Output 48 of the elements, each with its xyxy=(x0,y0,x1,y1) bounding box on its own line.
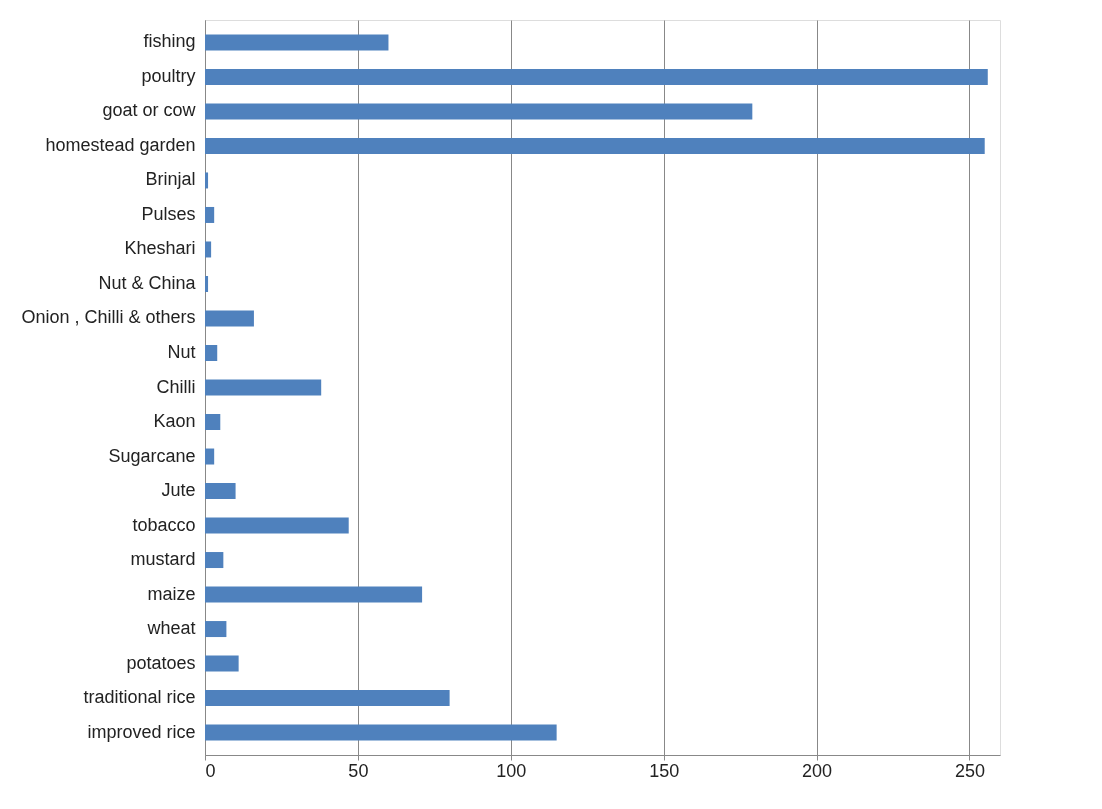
y-tick-label: Nut xyxy=(167,341,196,362)
bar xyxy=(205,275,209,292)
y-tick-label: poultry xyxy=(141,65,196,86)
y-tick-label: wheat xyxy=(146,618,196,639)
x-tick-label: 250 xyxy=(954,760,985,781)
bar xyxy=(205,103,753,120)
bar xyxy=(205,206,215,223)
y-tick-label: traditional rice xyxy=(83,687,196,708)
y-tick-label: tobacco xyxy=(132,514,196,535)
bar xyxy=(205,724,557,741)
bar xyxy=(205,552,224,569)
y-tick-label: potatoes xyxy=(126,652,196,673)
y-tick-label: Kheshari xyxy=(124,238,196,259)
bar xyxy=(205,586,423,603)
bar xyxy=(205,379,322,396)
bar xyxy=(205,241,212,258)
bar xyxy=(205,414,221,431)
y-tick-label: Chilli xyxy=(156,376,196,397)
x-tick-label: 0 xyxy=(205,760,216,781)
x-tick-label: 200 xyxy=(802,760,833,781)
y-tick-label: Jute xyxy=(161,480,196,501)
y-tick-label: Nut & China xyxy=(98,272,197,293)
y-tick-label: maize xyxy=(147,583,196,604)
y-tick-label: mustard xyxy=(130,549,196,570)
y-tick-label: Sugarcane xyxy=(108,445,196,466)
x-tick-label: 150 xyxy=(649,760,680,781)
bar xyxy=(205,448,215,465)
bar xyxy=(205,310,254,327)
bar xyxy=(205,68,988,85)
y-tick-label: Kaon xyxy=(153,411,196,432)
y-tick-label: Pulses xyxy=(141,203,196,224)
bar xyxy=(205,483,236,500)
y-tick-label: Brinjal xyxy=(145,169,196,190)
bar xyxy=(205,690,450,707)
y-tick-label: fishing xyxy=(143,31,196,52)
x-tick-label: 100 xyxy=(496,760,527,781)
y-tick-label: improved rice xyxy=(87,721,196,742)
bar xyxy=(205,172,209,189)
bar xyxy=(205,34,389,51)
bar xyxy=(205,655,239,672)
y-tick-label: homestead garden xyxy=(45,134,196,155)
bar xyxy=(205,137,985,154)
y-tick-label: Onion , Chilli & others xyxy=(21,307,196,328)
bar xyxy=(205,344,218,361)
x-tick-label: 50 xyxy=(348,760,369,781)
bar xyxy=(205,621,227,638)
y-tick-label: goat or cow xyxy=(102,100,197,121)
bar xyxy=(205,517,349,534)
